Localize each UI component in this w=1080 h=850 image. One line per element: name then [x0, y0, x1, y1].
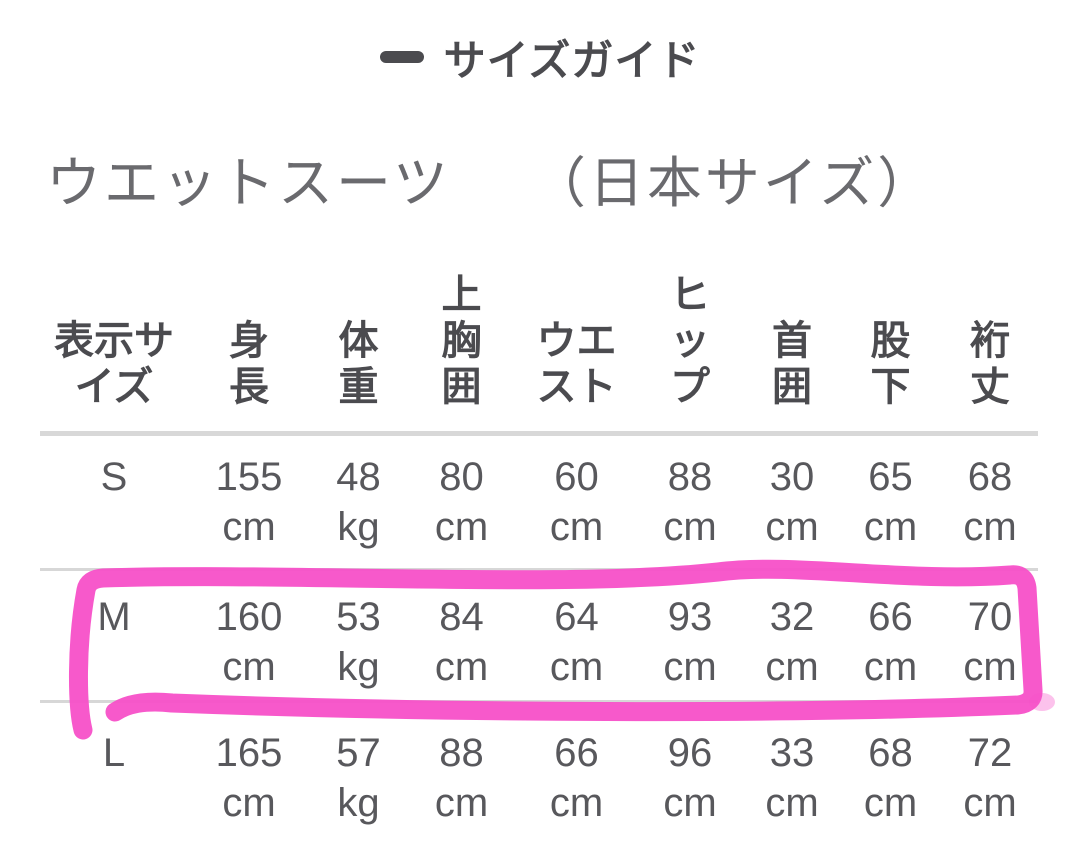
- header-divider: [40, 431, 1038, 436]
- table-cell: 64 cm: [549, 595, 604, 689]
- section-title: サイズガイド: [443, 36, 701, 84]
- table-cell: 60 cm: [549, 455, 604, 549]
- table-cell: 68 cm: [963, 455, 1017, 549]
- size-label-l: L: [102, 731, 126, 775]
- col-header-sleeve: 裄 丈: [970, 319, 1010, 409]
- table-cell: 57 kg: [336, 731, 381, 825]
- col-header-chest: 上 胸 囲: [441, 273, 482, 409]
- col-header-display-size: 表示サ イズ: [54, 319, 174, 409]
- table-cell: 48 kg: [336, 455, 381, 549]
- table-cell: 84 cm: [434, 595, 489, 689]
- table-cell: 88 cm: [663, 455, 717, 549]
- table-cell: 30 cm: [765, 455, 819, 549]
- table-cell: 32 cm: [765, 595, 819, 689]
- size-guide-section-toggle[interactable]: サイズガイド: [0, 30, 1080, 84]
- table-subtitle: ウエットスーツ （日本サイズ）: [46, 150, 935, 216]
- subtitle-region: （日本サイズ）: [530, 152, 936, 214]
- table-cell: 80 cm: [434, 455, 489, 549]
- col-header-neck: 首 囲: [772, 319, 812, 409]
- col-header-waist: ウエ スト: [536, 319, 617, 409]
- col-header-height: 身 長: [229, 319, 269, 409]
- table-cell: 88 cm: [434, 731, 489, 825]
- size-label-s: S: [100, 455, 128, 499]
- size-label-m: M: [97, 595, 131, 639]
- table-cell: 53 kg: [336, 595, 381, 689]
- col-header-inseam: 股 下: [870, 319, 911, 409]
- table-cell: 165 cm: [215, 731, 283, 825]
- table-cell: 160 cm: [215, 595, 283, 689]
- collapse-minus-icon: [379, 51, 424, 63]
- table-cell: 72 cm: [963, 731, 1017, 825]
- table-cell: 70 cm: [963, 595, 1017, 689]
- table-cell: 93 cm: [663, 595, 717, 689]
- col-header-hip: ヒ ッ プ: [670, 273, 710, 409]
- size-table: 表示サ イズ 身 長 体 重 上 胸 囲 ウエ スト ヒ ッ プ 首 囲 股 下…: [40, 260, 1040, 850]
- table-cell: 96 cm: [663, 731, 717, 825]
- subtitle-product: ウエットスーツ: [46, 152, 451, 214]
- row-divider-m-l: [40, 700, 1038, 703]
- table-cell: 66 cm: [549, 731, 604, 825]
- table-cell: 33 cm: [765, 731, 819, 825]
- row-divider-s-m: [40, 568, 1038, 571]
- table-cell: 68 cm: [863, 731, 918, 825]
- table-cell: 155 cm: [215, 455, 283, 549]
- col-header-weight: 体 重: [338, 319, 379, 409]
- table-cell: 65 cm: [863, 455, 918, 549]
- table-cell: 66 cm: [863, 595, 918, 689]
